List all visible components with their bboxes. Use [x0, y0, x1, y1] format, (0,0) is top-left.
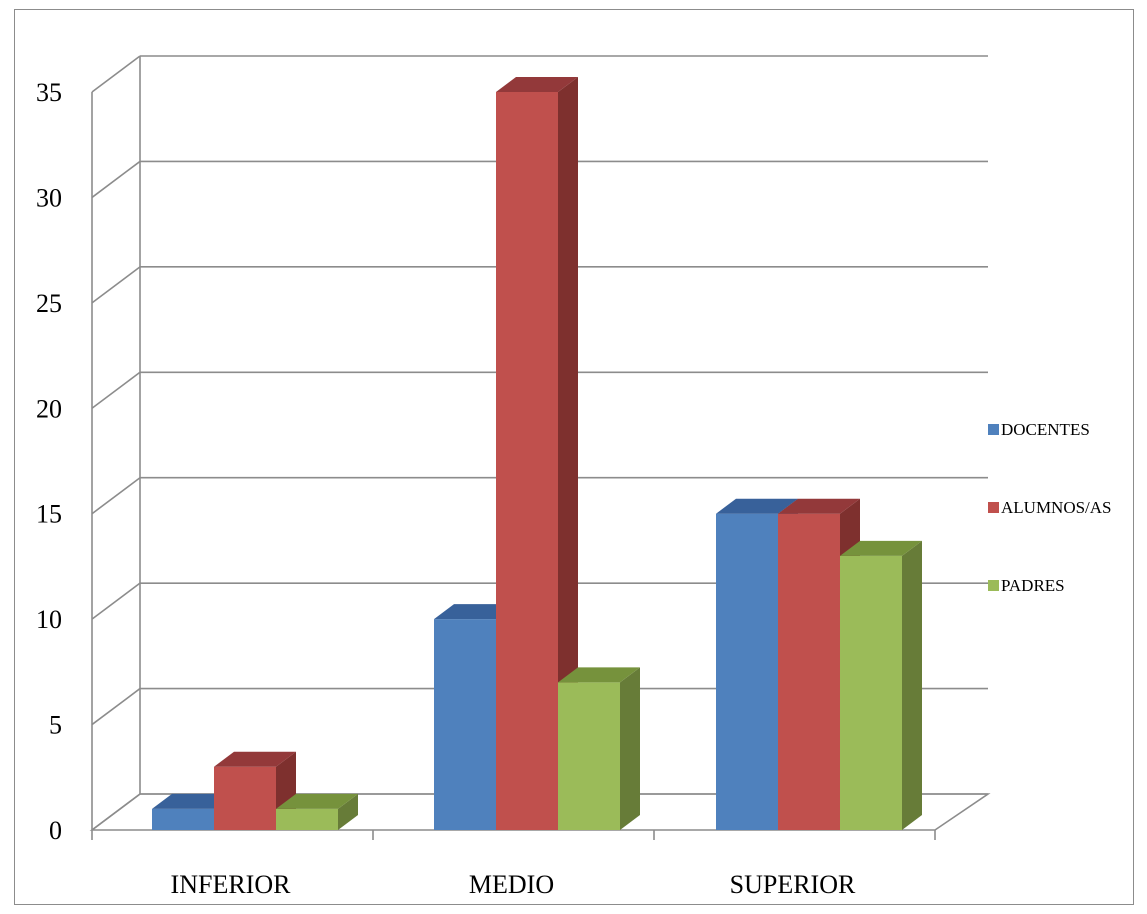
y-tick-label: 35 [36, 78, 62, 107]
gridline-side-20 [91, 371, 141, 409]
y-tick-label: 0 [49, 816, 62, 845]
bar-top [778, 498, 860, 514]
legend-label: ALUMNOS/AS [1001, 498, 1112, 517]
bar-side [620, 667, 640, 830]
bar-top [276, 793, 358, 809]
bar-top [558, 667, 640, 683]
gridline-side-5 [91, 687, 141, 726]
y-tick-label: 25 [36, 289, 62, 318]
gridline-side-15 [91, 477, 141, 515]
legend-swatch-2 [988, 502, 999, 513]
bar-superior-padres [840, 540, 922, 830]
x-category-label: SUPERIOR [730, 870, 856, 899]
bar-side [902, 540, 922, 830]
bar-top [214, 751, 296, 767]
gridline-side-10 [91, 582, 141, 620]
gridline-side-30 [91, 160, 141, 199]
bar-front [496, 92, 558, 830]
bar-front [214, 766, 276, 830]
bar-top [840, 540, 922, 556]
bar-medio-padres [558, 667, 640, 830]
bar-front [152, 808, 214, 830]
gridline-side-25 [91, 266, 141, 304]
bar-front [778, 513, 840, 830]
gridline-side-35 [91, 55, 141, 93]
bar-front [434, 619, 496, 830]
bar-front [840, 555, 902, 830]
y-tick-label: 20 [36, 394, 62, 423]
bar-side [338, 793, 358, 830]
legend-label: PADRES [1001, 576, 1065, 595]
bar-front [558, 682, 620, 830]
y-tick-label: 10 [36, 605, 62, 634]
x-category-label: MEDIO [469, 870, 554, 899]
x-category-label: INFERIOR [171, 870, 292, 899]
legend-swatch-3 [988, 580, 999, 591]
y-tick-label: 5 [49, 711, 62, 740]
bar-medio-alumnosas [496, 77, 578, 830]
bar-top [496, 77, 578, 92]
bar-side [558, 77, 578, 830]
y-tick-label: 15 [36, 500, 62, 529]
bar-front [276, 808, 338, 830]
bar-top [152, 793, 234, 809]
bar-inferior-padres [276, 793, 358, 830]
legend-label: DOCENTES [1001, 420, 1090, 439]
bar-top [434, 604, 516, 620]
y-tick-label: 30 [36, 183, 62, 212]
bar-front [716, 513, 778, 830]
legend-swatch-1 [988, 424, 999, 435]
bar-top [716, 498, 798, 514]
